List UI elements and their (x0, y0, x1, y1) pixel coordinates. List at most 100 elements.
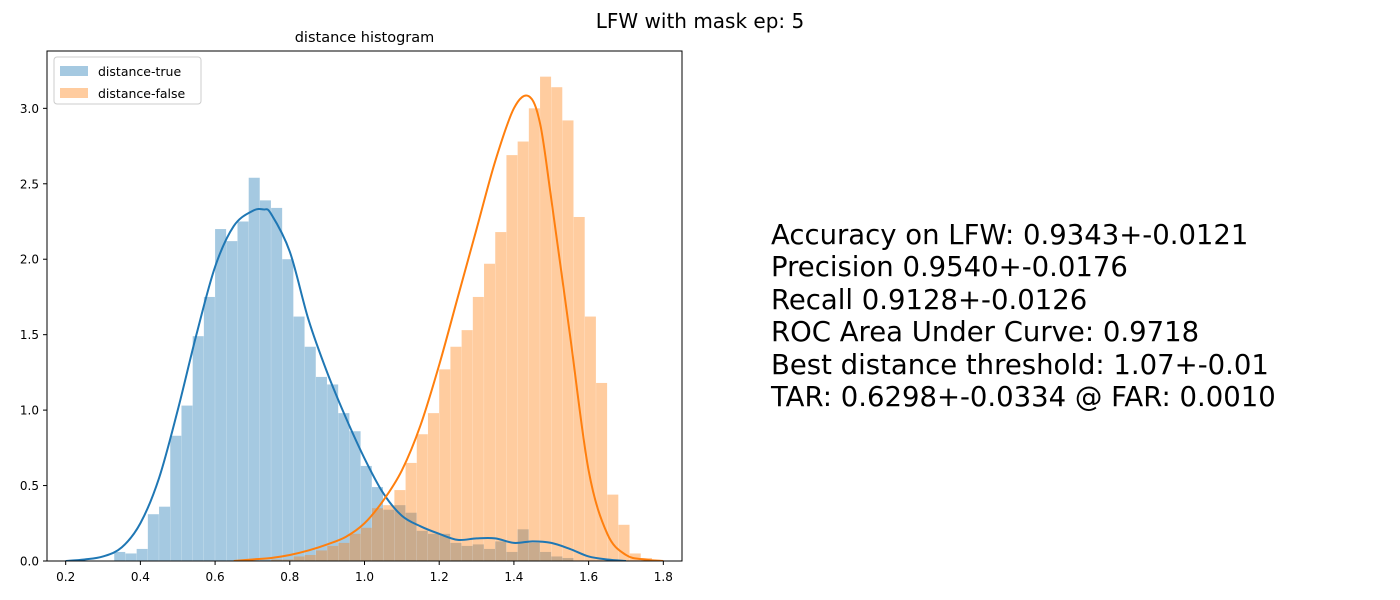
histogram-bar (360, 527, 372, 561)
histogram-bar (136, 548, 148, 561)
histogram-bar (461, 545, 473, 561)
histogram-bar (506, 155, 518, 561)
histogram-bar (394, 490, 406, 561)
histogram-bar (540, 76, 552, 561)
histogram-bar (495, 232, 507, 561)
histogram-bar (315, 550, 327, 561)
kde-line-distance-false (233, 94, 664, 561)
legend-swatch (60, 88, 88, 98)
stat-accuracy: Accuracy on LFW: 0.9343+-0.0121 (771, 219, 1249, 251)
histogram-bar (540, 551, 552, 561)
histogram-bar (472, 544, 484, 561)
y-tick-label: 0.5 (20, 479, 39, 493)
histogram-bar (416, 530, 428, 561)
histogram-bar (203, 296, 215, 561)
stat-tar-far: TAR: 0.6298+-0.0334 @ FAR: 0.0010 (771, 381, 1276, 414)
histogram-bar (472, 296, 484, 561)
histogram-bar (192, 336, 204, 561)
histogram-bar (495, 541, 507, 561)
histogram-bar (371, 508, 383, 561)
histogram-bar (461, 330, 473, 561)
plot-area (65, 76, 664, 561)
histogram-bar (562, 120, 574, 561)
histogram-bar (293, 556, 305, 561)
histogram-bar (371, 487, 383, 561)
y-tick-label: 0.0 (20, 555, 39, 569)
legend-label: distance-true (98, 64, 181, 79)
histogram-bars-distance-true (114, 177, 574, 561)
histogram-bar (528, 108, 540, 561)
x-tick-label: 0.6 (206, 570, 225, 584)
histogram-bar (573, 216, 585, 561)
histogram-bar (327, 545, 339, 561)
histogram-bar (125, 553, 137, 561)
histogram-bar (629, 553, 641, 561)
stat-precision: Precision 0.9540+-0.0176 (771, 251, 1128, 284)
stat-best-threshold: Best distance threshold: 1.07+-0.01 (771, 348, 1269, 381)
x-tick-label: 0.4 (131, 570, 150, 584)
x-tick-label: 1.0 (355, 570, 374, 584)
histogram-bar (282, 259, 294, 561)
x-tick-label: 0.2 (56, 570, 75, 584)
histogram-bar (338, 542, 350, 561)
kde-line-distance-true (65, 207, 627, 561)
histogram-bar (147, 514, 159, 561)
histogram-bar (304, 346, 316, 561)
y-tick-label: 2.0 (20, 253, 39, 267)
histogram-bar (293, 316, 305, 561)
histogram-bars-distance-false (271, 76, 652, 561)
histogram-bar (181, 405, 193, 561)
histogram-bar (349, 431, 361, 561)
x-axis: 0.2 0.4 0.6 0.8 1.0 1.2 1.4 1.6 1.8 (56, 561, 673, 584)
histogram-bar (159, 506, 171, 561)
histogram-bar (416, 434, 428, 561)
histogram-bar (226, 241, 238, 561)
y-tick-label: 1.5 (20, 328, 39, 342)
histogram-bar (349, 533, 361, 561)
histogram-bar (551, 87, 563, 561)
histogram-bar (450, 542, 462, 561)
x-tick-label: 1.4 (504, 570, 523, 584)
histogram-bar (596, 382, 608, 561)
histogram-bar (271, 559, 283, 561)
histogram-bar (517, 529, 529, 561)
stats-panel: Accuracy on LFW: 0.9343+-0.0121 Precisio… (771, 219, 1371, 413)
legend-box (53, 56, 202, 105)
histogram-bar (484, 548, 496, 561)
histogram-bar (394, 505, 406, 561)
histogram-bar (562, 557, 574, 561)
histogram-bar (170, 435, 182, 561)
histogram-bar (259, 200, 271, 561)
histogram-bar (551, 556, 563, 561)
histogram-bar (215, 229, 227, 561)
chart-title: distance histogram (295, 30, 435, 46)
histogram-bar (237, 221, 249, 561)
y-tick-label: 2.5 (20, 177, 39, 191)
histogram-bar (517, 141, 529, 561)
histogram-bar (327, 384, 339, 561)
histogram-bar (607, 494, 619, 561)
chart-svg: distance histogram 0.2 0.4 0.6 0.8 1.0 1.2 1.4 1… (20, 30, 683, 584)
histogram-bar (271, 207, 283, 561)
legend-swatch (60, 66, 88, 76)
histogram-bar (304, 554, 316, 561)
legend: distance-true distance-false (53, 56, 202, 105)
stat-roc-auc: ROC Area Under Curve: 0.9718 (771, 316, 1200, 349)
figure-suptitle: LFW with mask ep: 5 (595, 9, 805, 33)
histogram-bar (439, 369, 451, 561)
histogram-bar (584, 316, 596, 561)
histogram-bar (248, 177, 260, 561)
y-tick-label: 1.0 (20, 404, 39, 418)
distance-histogram-chart: distance histogram 0.2 0.4 0.6 0.8 1.0 1.2 1.4 1… (20, 30, 683, 584)
histogram-bar (528, 542, 540, 561)
histogram-bar (618, 524, 630, 561)
histogram-bar (383, 505, 395, 561)
x-tick-label: 1.6 (579, 570, 598, 584)
histogram-bar (114, 551, 126, 561)
histogram-bar (360, 465, 372, 561)
histogram-bar (405, 462, 417, 561)
histogram-bar (450, 346, 462, 561)
histogram-bar (484, 263, 496, 561)
histogram-bar (383, 509, 395, 561)
y-axis: 0.0 0.5 1.0 1.5 2.0 2.5 3.0 (20, 102, 47, 569)
